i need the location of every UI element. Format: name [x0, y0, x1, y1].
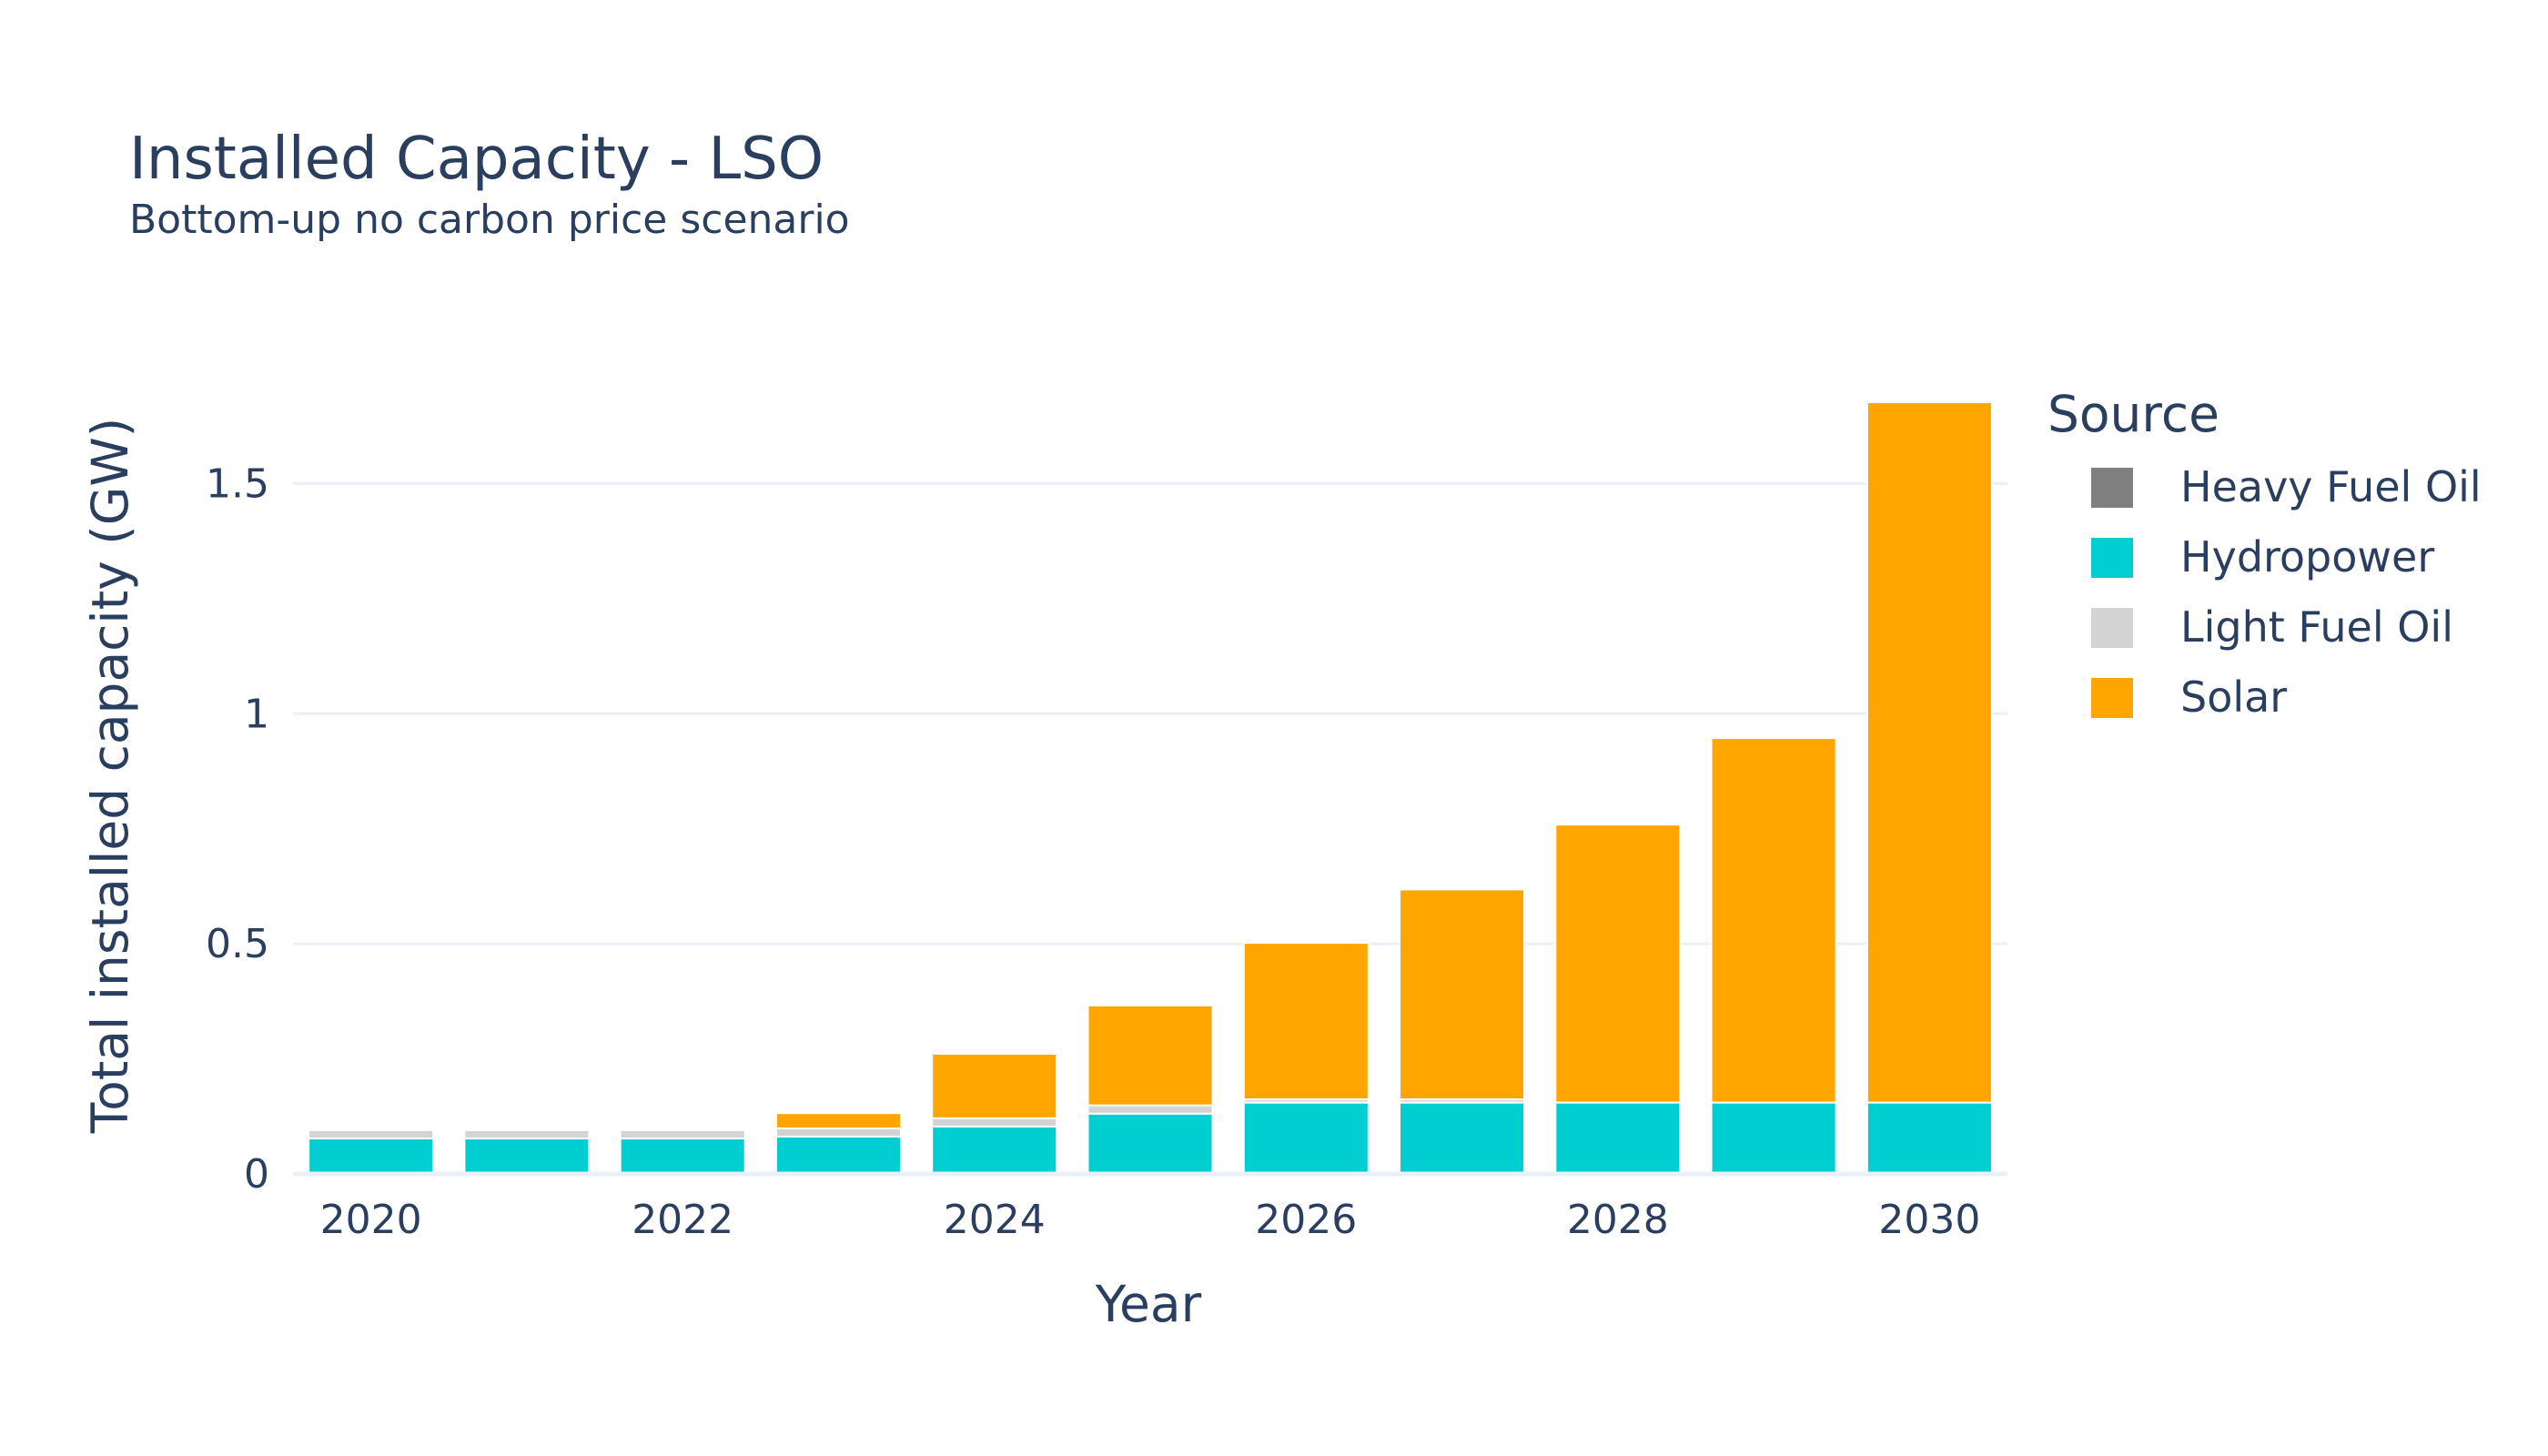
legend-title: Source: [2048, 385, 2219, 443]
bar-solar-2026: [1242, 942, 1370, 1101]
bar-hydropower-2020: [308, 1138, 435, 1176]
legend-item-heavy-fuel-oil[interactable]: Heavy Fuel Oil: [2091, 462, 2482, 511]
bars: [308, 400, 1993, 1176]
x-tick-label: 2030: [1878, 1197, 1980, 1243]
bar-solar-2024: [931, 1053, 1058, 1119]
bar-hydropower-2021: [463, 1138, 591, 1176]
y-axis-title: Total installed capacity (GW): [81, 418, 139, 1134]
bar-light-fuel-oil-2022: [619, 1128, 746, 1140]
y-tick-label: 0.5: [206, 921, 269, 967]
x-tick-label: 2024: [944, 1197, 1046, 1243]
legend-swatch: [2091, 608, 2133, 648]
bar-light-fuel-oil-2024: [931, 1117, 1058, 1127]
legend-items: Heavy Fuel Oil Hydropower Light Fuel Oil So…: [2091, 462, 2482, 722]
x-axis-ticks: 2020 2022 2024 2026 2028 2030: [320, 1197, 1981, 1243]
x-tick-label: 2022: [632, 1197, 733, 1243]
y-tick-label: 0: [244, 1151, 269, 1198]
bar-hydropower-2030: [1866, 1101, 1993, 1175]
legend-item-light-fuel-oil[interactable]: Light Fuel Oil: [2091, 602, 2453, 652]
bar-solar-2023: [774, 1112, 902, 1129]
bar-solar-2029: [1710, 737, 1837, 1104]
bar-hydropower-2023: [774, 1136, 902, 1175]
legend-label: Light Fuel Oil: [2180, 602, 2453, 652]
legend-item-solar[interactable]: Solar: [2091, 672, 2287, 722]
legend-label: Hydropower: [2180, 532, 2434, 581]
legend-swatch: [2091, 468, 2133, 508]
x-tick-label: 2028: [1567, 1197, 1669, 1243]
bar-hydropower-2026: [1242, 1101, 1370, 1175]
bar-solar-2027: [1399, 888, 1526, 1101]
bar-hydropower-2024: [931, 1125, 1058, 1175]
legend-item-hydropower[interactable]: Hydropower: [2091, 532, 2434, 581]
x-tick-label: 2020: [320, 1197, 422, 1243]
bar-hydropower-2025: [1087, 1112, 1214, 1176]
bar-light-fuel-oil-2023: [774, 1127, 902, 1138]
legend-label: Heavy Fuel Oil: [2180, 462, 2482, 511]
y-tick-label: 1.5: [206, 460, 269, 507]
bar-light-fuel-oil-2020: [308, 1128, 435, 1140]
x-axis-title: Year: [1095, 1275, 1202, 1333]
legend-label: Solar: [2180, 672, 2287, 722]
bar-light-fuel-oil-2025: [1087, 1104, 1214, 1115]
bar-solar-2028: [1554, 824, 1682, 1104]
bar-light-fuel-oil-2021: [463, 1128, 591, 1140]
chart-subtitle: Bottom-up no carbon price scenario: [129, 197, 850, 243]
bar-hydropower-2027: [1399, 1101, 1526, 1175]
x-tick-label: 2026: [1255, 1197, 1357, 1243]
chart-title: Installed Capacity - LSO: [129, 126, 824, 193]
legend: Source Heavy Fuel Oil Hydropower Light Fue…: [2048, 385, 2482, 722]
bar-hydropower-2022: [619, 1138, 746, 1176]
y-tick-label: 1: [244, 691, 269, 737]
legend-swatch: [2091, 678, 2133, 718]
bar-hydropower-2028: [1554, 1101, 1682, 1175]
bar-hydropower-2029: [1710, 1101, 1837, 1175]
bar-solar-2030: [1866, 400, 1993, 1104]
bar-solar-2025: [1087, 1004, 1214, 1107]
y-axis-ticks: 0 0.5 1 1.5: [206, 460, 269, 1198]
legend-swatch: [2091, 538, 2133, 578]
